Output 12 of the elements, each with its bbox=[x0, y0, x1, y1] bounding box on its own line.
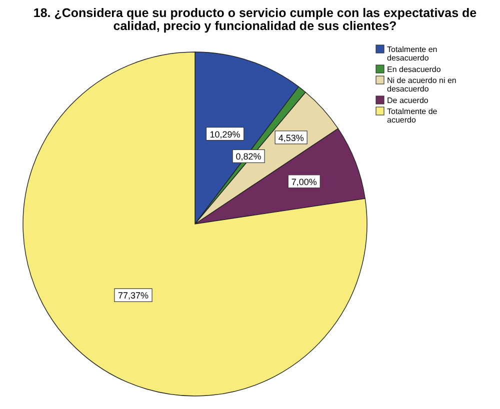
legend-label: De acuerdo bbox=[387, 96, 429, 105]
legend-label: Totalmente de acuerdo bbox=[387, 107, 438, 124]
data-label: 4,53% bbox=[278, 132, 304, 143]
legend-label: En desacuerdo bbox=[387, 65, 442, 74]
legend-label: Ni de acuerdo ni en desacuerdo bbox=[387, 76, 456, 94]
data-label: 10,29% bbox=[210, 129, 240, 140]
pie-slice bbox=[22, 52, 368, 396]
legend-label: Totalmente en desacuerdo bbox=[387, 45, 438, 62]
data-label: 77,37% bbox=[118, 290, 149, 301]
chart-title: 18. ¿Considera que su producto o servicio cumple con las expectativas de calidad, precio y funcionalidad de sus clientes? bbox=[33, 6, 477, 33]
data-label: 0,82% bbox=[236, 152, 262, 162]
data-label: 7,00% bbox=[291, 176, 317, 187]
